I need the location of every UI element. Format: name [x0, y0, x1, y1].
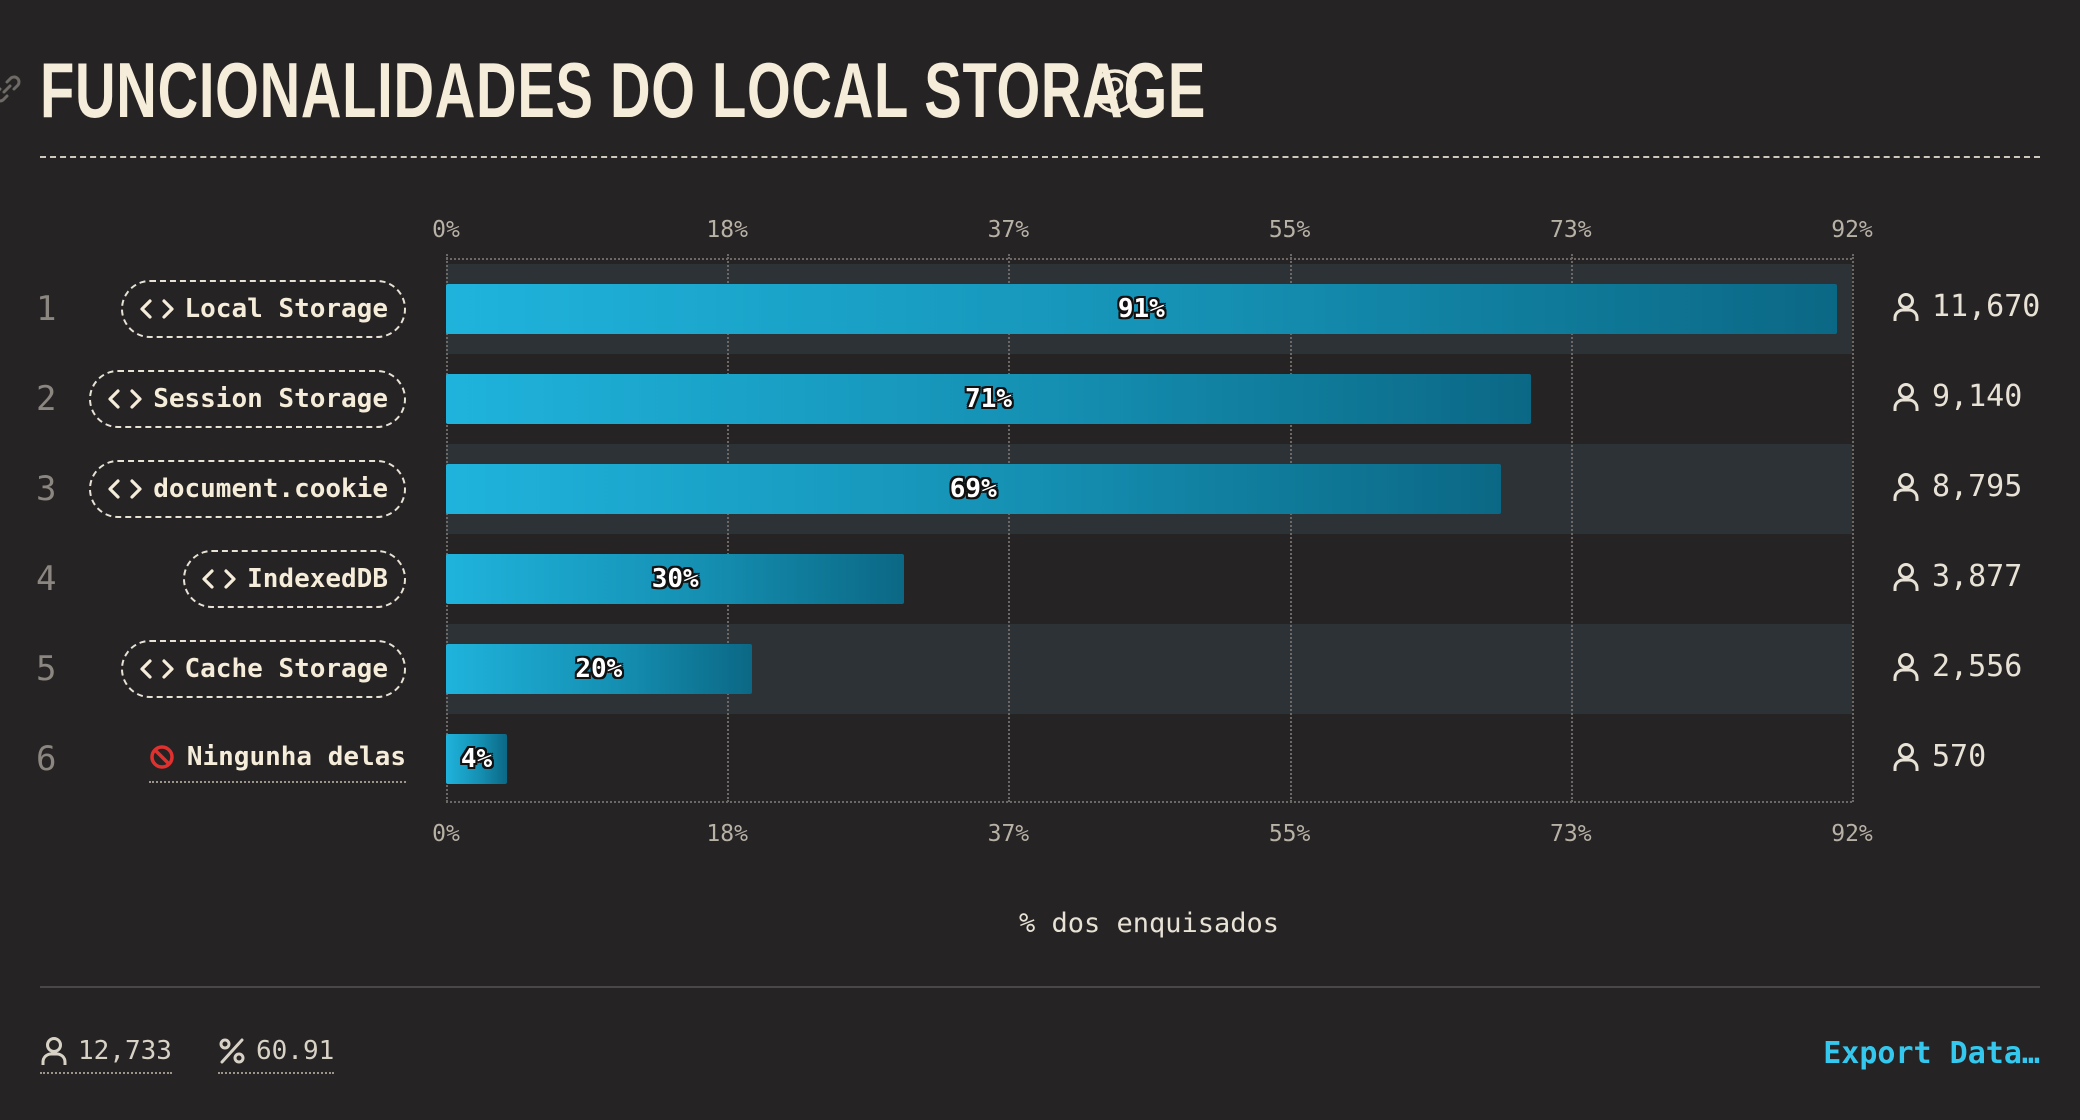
- category-label-text: Local Storage: [184, 294, 389, 324]
- gridline: [727, 254, 730, 802]
- respondent-count: 570: [1892, 739, 1986, 774]
- respondent-count-value: 8,795: [1932, 469, 2023, 504]
- x-tick-label-bottom: 0%: [432, 821, 460, 847]
- respondent-count: 9,140: [1892, 379, 2022, 414]
- footer-divider: [40, 986, 2040, 988]
- code-icon: [139, 659, 174, 679]
- respondents-count: 12,733: [78, 1036, 172, 1066]
- category-label[interactable]: Ningunha delas: [148, 737, 406, 783]
- prohibited-icon: [150, 745, 174, 769]
- bar[interactable]: [446, 734, 508, 784]
- user-icon: [1893, 382, 1919, 411]
- category-label[interactable]: Local Storage: [120, 280, 406, 338]
- user-icon: [1893, 652, 1919, 681]
- x-tick-label-top: 37%: [987, 217, 1030, 243]
- row-rank: 1: [36, 289, 57, 329]
- respondent-count: 11,670: [1892, 289, 2040, 324]
- respondent-count-value: 11,670: [1932, 289, 2041, 324]
- user-icon: [1893, 742, 1919, 771]
- x-tick-label-bottom: 55%: [1268, 821, 1311, 847]
- bar[interactable]: [446, 554, 905, 604]
- row-rank: 4: [36, 559, 57, 599]
- x-tick-label-top: 0%: [432, 217, 460, 243]
- code-icon: [139, 299, 174, 319]
- respondent-count-value: 3,877: [1932, 559, 2023, 594]
- code-icon: [108, 479, 142, 499]
- category-label-text: IndexedDB: [247, 564, 388, 594]
- respondent-count-value: 570: [1932, 739, 1987, 774]
- title-divider: [40, 156, 2040, 158]
- bar-value-label: 91%: [1117, 294, 1165, 324]
- gridline: [1008, 254, 1011, 802]
- row-rank: 3: [36, 469, 57, 509]
- respondent-count-value: 2,556: [1932, 649, 2023, 684]
- category-label-text: Ningunha delas: [186, 742, 406, 772]
- question-circle-icon[interactable]: [1090, 66, 1140, 116]
- user-icon: [1893, 562, 1919, 591]
- bar-value-label: 20%: [575, 654, 623, 684]
- bar[interactable]: [446, 284, 1837, 334]
- category-label[interactable]: Session Storage: [89, 370, 406, 428]
- user-icon: [1893, 472, 1919, 501]
- code-icon: [108, 389, 142, 409]
- export-data-link[interactable]: Export Data…: [1823, 1036, 2040, 1071]
- percent-icon: [219, 1038, 245, 1064]
- category-label[interactable]: IndexedDB: [183, 550, 406, 608]
- respondent-count: 2,556: [1892, 649, 2022, 684]
- x-tick-label-top: 73%: [1550, 217, 1592, 243]
- bar[interactable]: [446, 644, 752, 694]
- link-icon[interactable]: [0, 72, 24, 106]
- category-label[interactable]: Cache Storage: [120, 640, 406, 698]
- page-title: FUNCIONALIDADES DO LOCAL STORAGE: [40, 46, 1207, 134]
- x-axis-title: % dos enquisados: [1018, 908, 1280, 939]
- x-tick-label-bottom: 18%: [706, 821, 748, 847]
- category-label[interactable]: document.cookie: [89, 460, 406, 518]
- bar[interactable]: [446, 464, 1501, 514]
- x-axis-top-line: [446, 258, 1852, 260]
- x-tick-label-top: 92%: [1831, 217, 1873, 243]
- bar-value-label: 69%: [949, 474, 997, 504]
- bar-value-label: 30%: [651, 564, 699, 594]
- category-label-text: Session Storage: [153, 384, 388, 414]
- bar[interactable]: [446, 374, 1532, 424]
- x-axis-bottom-line: [446, 801, 1852, 803]
- row-rank: 5: [36, 649, 57, 689]
- x-tick-label-bottom: 37%: [987, 821, 1030, 847]
- gridline: [1289, 254, 1292, 802]
- user-icon: [41, 1037, 67, 1065]
- gridline: [1570, 254, 1573, 802]
- category-label-text: document.cookie: [153, 474, 388, 504]
- gridline: [446, 254, 448, 802]
- x-tick-label-top: 18%: [706, 217, 748, 243]
- respondent-count: 8,795: [1892, 469, 2022, 504]
- respondent-count-value: 9,140: [1932, 379, 2023, 414]
- category-label-text: Cache Storage: [184, 654, 389, 684]
- x-tick-label-bottom: 73%: [1550, 821, 1592, 847]
- respondents-stat[interactable]: 12,733: [40, 1036, 172, 1074]
- percent-stat[interactable]: 60.91: [218, 1036, 335, 1074]
- row-rank: 6: [36, 739, 57, 779]
- code-icon: [202, 569, 236, 589]
- user-icon: [1893, 292, 1919, 321]
- respondent-count: 3,877: [1892, 559, 2022, 594]
- bar-value-label: 4%: [460, 744, 493, 774]
- percent-value: 60.91: [256, 1036, 335, 1066]
- x-tick-label-top: 55%: [1268, 217, 1311, 243]
- row-rank: 2: [36, 379, 57, 419]
- bar-value-label: 71%: [965, 384, 1013, 414]
- gridline: [1852, 254, 1854, 802]
- x-tick-label-bottom: 92%: [1831, 821, 1873, 847]
